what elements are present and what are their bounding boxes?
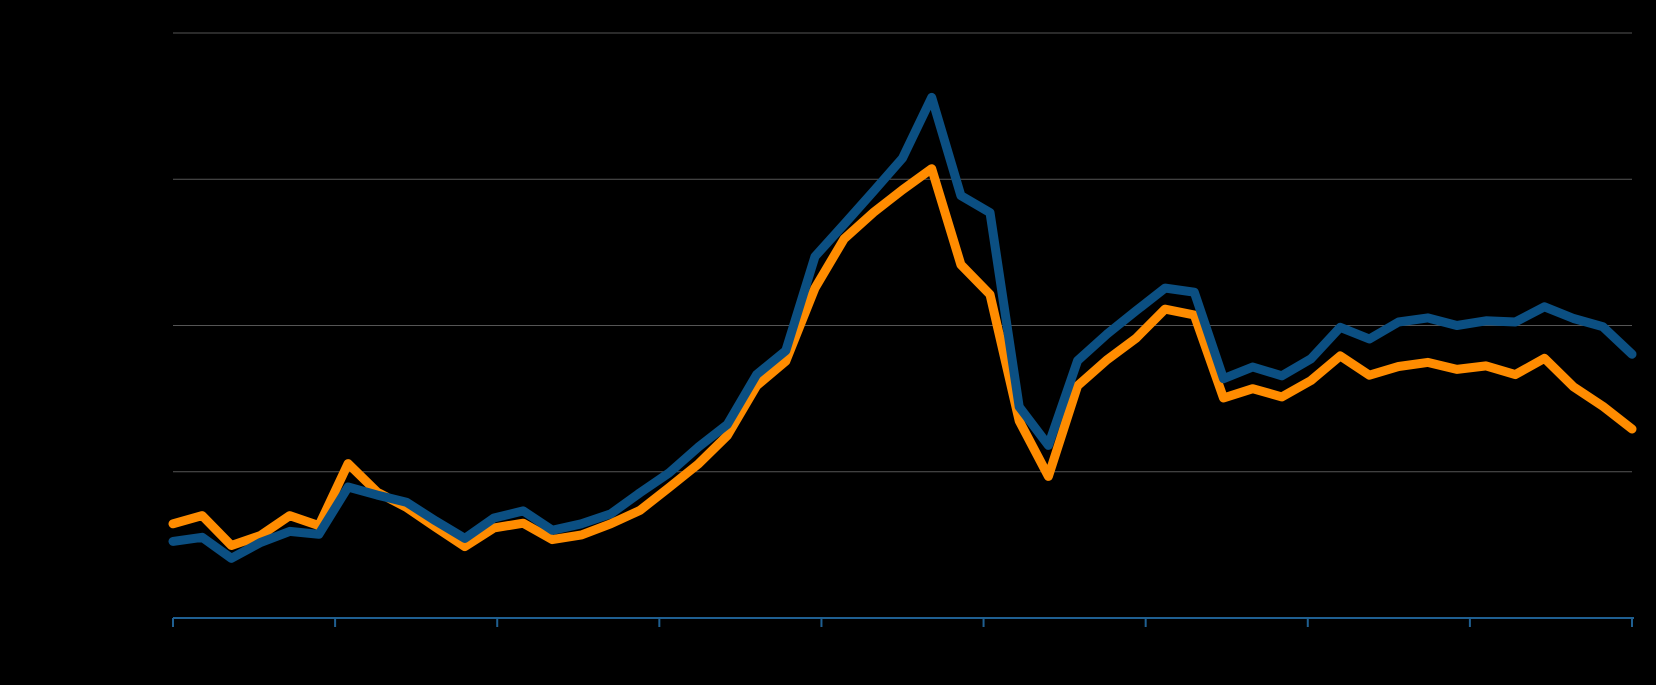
x-axis	[172, 617, 1634, 627]
series-layer	[168, 92, 1637, 563]
series-line-2	[168, 164, 1637, 552]
gridlines	[173, 32, 1632, 473]
series-line-1	[168, 92, 1637, 563]
